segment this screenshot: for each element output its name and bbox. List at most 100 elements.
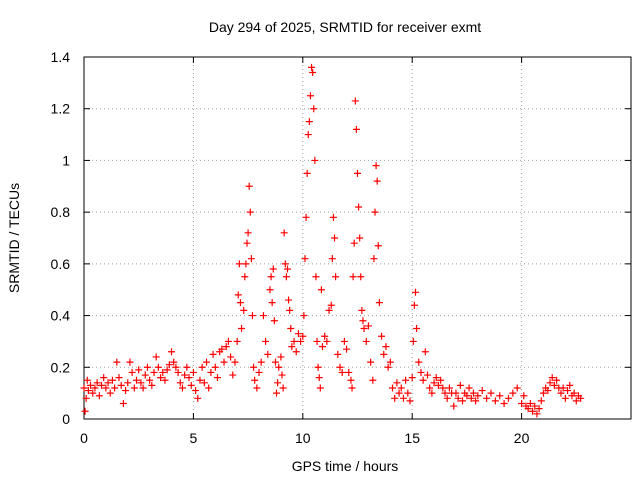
x-tick-label: 20 — [514, 430, 530, 446]
data-point — [229, 371, 237, 379]
data-point — [323, 337, 331, 345]
data-point — [369, 376, 377, 384]
data-point — [231, 358, 239, 366]
data-point — [245, 182, 253, 190]
data-point — [384, 363, 392, 371]
data-point — [327, 301, 335, 309]
data-point — [496, 392, 504, 400]
data-point — [281, 260, 289, 268]
data-point — [146, 376, 154, 384]
data-point — [321, 332, 329, 340]
data-point — [98, 381, 106, 389]
plot-frame — [83, 56, 632, 420]
data-point — [288, 343, 296, 351]
data-point — [271, 358, 279, 366]
data-point — [253, 384, 261, 392]
data-point — [176, 379, 184, 387]
data-point — [83, 376, 91, 384]
data-point — [399, 394, 407, 402]
y-tick-label: 0.2 — [51, 359, 71, 375]
data-point — [413, 325, 421, 332]
data-point — [345, 368, 353, 376]
data-point — [250, 363, 258, 371]
data-point — [80, 384, 88, 392]
data-point — [478, 387, 486, 395]
data-point — [395, 389, 403, 397]
data-point — [308, 63, 316, 71]
x-axis-label: GPS time / hours — [292, 458, 399, 474]
data-point — [104, 379, 112, 387]
data-point — [165, 361, 173, 369]
data-point — [306, 92, 314, 100]
data-point — [553, 376, 561, 384]
data-point — [529, 407, 537, 415]
data-point — [434, 381, 442, 389]
data-point — [329, 213, 337, 221]
data-point — [452, 389, 460, 397]
data-point — [115, 374, 123, 382]
data-point — [513, 384, 521, 392]
data-point — [509, 389, 517, 397]
data-point — [371, 208, 379, 216]
data-point — [269, 265, 277, 273]
data-point — [278, 371, 286, 379]
data-point — [520, 392, 528, 400]
data-point — [362, 337, 370, 345]
data-point — [426, 384, 434, 392]
data-point — [382, 343, 390, 351]
data-point — [358, 306, 366, 314]
data-point — [126, 358, 134, 366]
data-point — [301, 255, 309, 263]
data-point — [331, 234, 339, 242]
y-axis-label: SRMTID / TECUs — [6, 183, 22, 293]
data-point — [207, 368, 215, 376]
data-point — [564, 387, 572, 395]
data-point — [185, 374, 193, 382]
data-point — [531, 402, 539, 410]
data-point — [314, 363, 322, 371]
data-point — [338, 368, 346, 376]
data-point — [102, 384, 110, 392]
data-point — [148, 381, 156, 389]
data-point — [483, 394, 491, 402]
data-point — [428, 389, 436, 397]
data-point — [410, 301, 418, 309]
data-point — [360, 325, 368, 332]
data-point — [268, 299, 276, 307]
data-point — [117, 381, 125, 389]
y-tick-label: 1.2 — [51, 101, 71, 117]
data-point — [262, 337, 270, 345]
data-point — [247, 255, 255, 263]
data-point — [286, 306, 294, 314]
data-point — [375, 299, 383, 307]
y-tick-label: 1.4 — [51, 49, 71, 65]
data-point — [443, 394, 451, 402]
data-point — [348, 384, 356, 392]
data-point — [299, 332, 307, 340]
data-point — [233, 337, 241, 345]
data-point — [469, 389, 477, 397]
data-point — [566, 381, 574, 389]
data-point — [81, 407, 89, 415]
data-point — [408, 374, 416, 382]
data-point — [135, 366, 143, 374]
data-point — [277, 353, 285, 361]
data-point — [312, 273, 320, 281]
data-point — [93, 379, 101, 387]
grid-lines — [84, 57, 631, 419]
data-point — [106, 389, 114, 397]
data-point — [500, 399, 508, 407]
data-point — [236, 299, 244, 307]
data-point — [430, 379, 438, 387]
data-point — [546, 379, 554, 387]
axis-ticks: 0 5 10 15 20 0 0.2 0.4 0.6 0.8 1 1.2 1.4 — [51, 49, 631, 446]
data-point — [487, 389, 495, 397]
y-tick-label: 0.4 — [51, 308, 71, 324]
data-point — [213, 374, 221, 382]
data-point — [465, 384, 473, 392]
data-point — [406, 397, 414, 405]
data-point — [491, 397, 499, 405]
data-point — [539, 389, 547, 397]
data-point — [122, 387, 130, 395]
data-point — [279, 384, 287, 392]
